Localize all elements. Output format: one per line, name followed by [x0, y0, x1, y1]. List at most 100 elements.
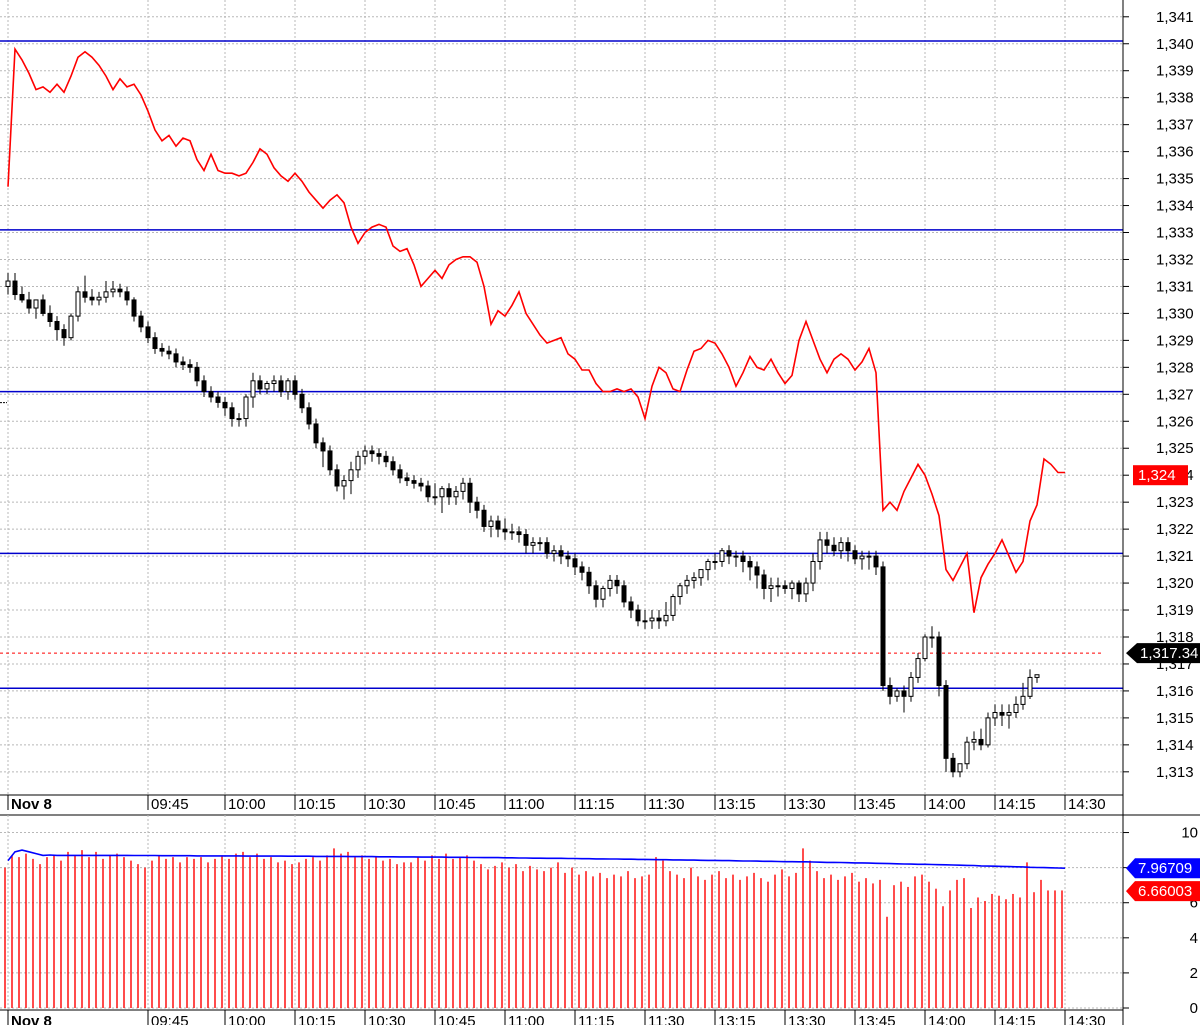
volume-x-tick-label: 11:15	[578, 1013, 614, 1025]
candle-body	[964, 741, 970, 765]
candle-body	[880, 566, 886, 687]
candle-body	[236, 418, 242, 421]
candle-body	[285, 380, 291, 393]
candle-body	[509, 531, 515, 534]
candle-body	[355, 455, 361, 471]
candle-body	[439, 488, 445, 498]
candle-body	[992, 711, 998, 719]
candle-body	[852, 550, 858, 560]
price-x-tick-label: 14:15	[998, 796, 1036, 813]
candle-body	[929, 636, 935, 639]
candle-body	[516, 531, 522, 536]
candle-body	[173, 353, 179, 363]
candlestick-series	[5, 272, 1040, 778]
candle-body	[467, 482, 473, 503]
volume-average-series	[7, 849, 1066, 869]
price-pane[interactable]: 1,3131,3141,3151,3161,3171,3181,3191,320…	[0, 0, 1200, 815]
volume-x-tick-label: 13:15	[718, 1013, 756, 1025]
candle-body	[768, 585, 774, 589]
price-y-tick-label: 1,340	[1156, 36, 1194, 53]
candle-body	[334, 469, 340, 487]
volume-x-tick-label: 10:30	[368, 1013, 406, 1025]
candle-body	[544, 542, 550, 554]
candle-body	[89, 296, 95, 301]
candle-body	[677, 585, 683, 598]
candle-body	[579, 566, 585, 573]
candle-body	[873, 555, 879, 568]
candle-body	[810, 560, 816, 584]
price-x-tick-label: 13:45	[858, 796, 896, 813]
price-y-tick-label: 1,318	[1156, 629, 1194, 646]
price-tag-current-label: 1,317.34	[1140, 645, 1198, 662]
candle-body	[376, 453, 382, 457]
volume-x-tick-label: 10:15	[298, 1013, 336, 1025]
price-x-tick-label: 10:30	[368, 796, 406, 813]
candle-body	[656, 617, 662, 622]
price-gridlines	[0, 0, 1123, 795]
price-y-tick-label: 1,320	[1156, 575, 1194, 592]
candle-body	[222, 401, 228, 409]
candle-body	[5, 280, 11, 287]
price-y-tick-label: 1,333	[1156, 225, 1194, 242]
candle-body	[775, 585, 781, 588]
candle-body	[194, 366, 200, 382]
candle-body	[26, 299, 32, 309]
candle-body	[313, 423, 319, 444]
candle-body	[481, 509, 487, 527]
candle-body	[782, 585, 788, 589]
price-x-tick-label: 14:00	[928, 796, 966, 813]
candle-body	[369, 450, 375, 455]
price-y-tick-label: 1,328	[1156, 359, 1194, 376]
volume-average-line	[7, 849, 1066, 869]
candle-body	[411, 480, 417, 484]
candle-body	[691, 577, 697, 581]
price-y-tick-label: 1,332	[1156, 251, 1194, 268]
candle-body	[460, 482, 466, 492]
candle-body	[628, 601, 634, 611]
candle-body	[747, 560, 753, 568]
price-x-tick-label: 11:30	[648, 796, 684, 813]
candle-body	[817, 539, 823, 562]
candle-body	[138, 315, 144, 328]
candle-body	[453, 490, 459, 498]
candle-body	[180, 361, 186, 366]
candle-body	[600, 587, 606, 600]
volume-y-tick-label: 10	[1181, 825, 1198, 842]
candle-body	[257, 380, 263, 390]
price-x-tick-label: 11:15	[578, 796, 614, 813]
candle-body	[558, 550, 564, 557]
volume-y-tick-label: 2	[1190, 965, 1198, 982]
volume-x-tick-label: 09:45	[151, 1013, 189, 1025]
volume-x-tick-label: 14:30	[1068, 1013, 1106, 1025]
candle-body	[1027, 676, 1033, 697]
candle-body	[901, 690, 907, 697]
candle-body	[348, 469, 354, 482]
candle-body	[719, 550, 725, 562]
price-x-tick-label: Nov 8	[11, 796, 52, 813]
candle-body	[593, 585, 599, 600]
volume-pane[interactable]: 0246810 Nov 809:4510:0010:1510:3010:4511…	[0, 815, 1200, 1025]
candle-body	[523, 534, 529, 546]
candle-body	[915, 658, 921, 678]
candle-body	[271, 380, 277, 385]
candle-body	[397, 469, 403, 479]
candle-body	[1013, 703, 1019, 713]
candle-body	[96, 296, 102, 301]
red-line-series	[7, 46, 1065, 613]
candle-body	[362, 450, 368, 457]
candle-body	[229, 407, 235, 420]
candle-body	[278, 380, 284, 393]
candle-body	[831, 544, 837, 552]
candle-body	[61, 329, 67, 339]
candle-body	[733, 555, 739, 558]
candle-body	[936, 636, 942, 687]
candle-body	[761, 574, 767, 589]
candle-body	[887, 685, 893, 697]
volume-y-tick-label: 6	[1190, 895, 1198, 912]
candle-body	[404, 477, 410, 482]
candle-body	[551, 550, 557, 554]
candle-body	[502, 528, 508, 533]
candle-body	[943, 685, 949, 759]
